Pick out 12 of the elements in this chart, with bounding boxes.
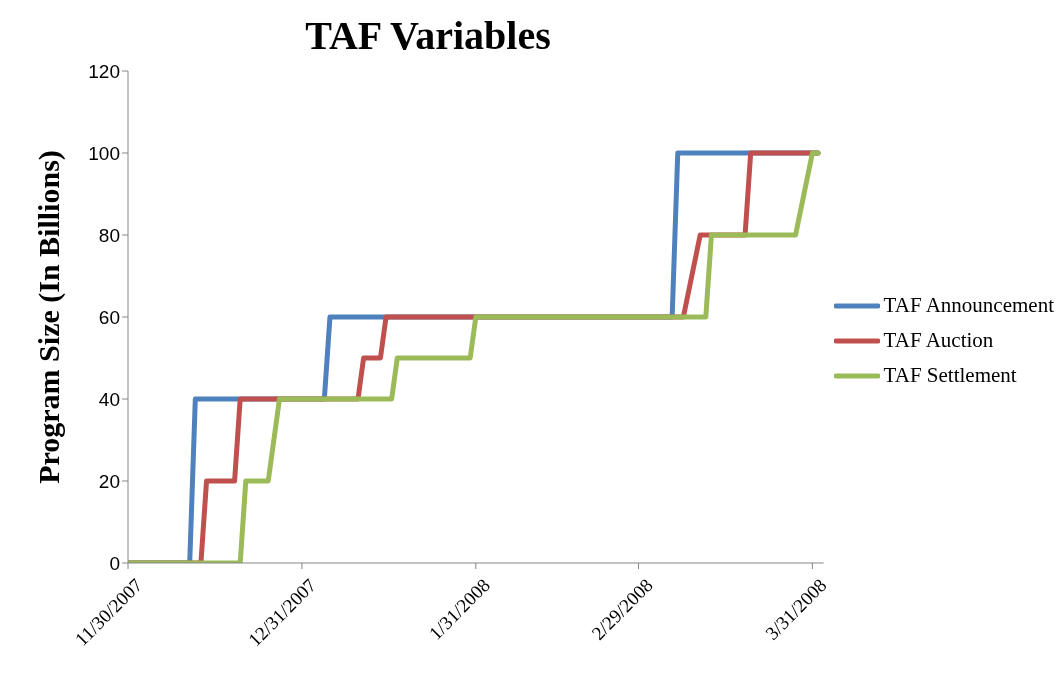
y-tick-label: 60 bbox=[98, 306, 120, 328]
legend-label: TAF Auction bbox=[883, 328, 994, 353]
y-tick-label: 100 bbox=[88, 142, 120, 164]
legend-label: TAF Announcement bbox=[883, 293, 1054, 318]
chart-title: TAF Variables bbox=[304, 12, 552, 59]
y-tick-label: 120 bbox=[88, 60, 120, 82]
y-tick-label: 40 bbox=[98, 388, 120, 410]
y-tick-label: 0 bbox=[109, 552, 120, 574]
y-tick-label: 20 bbox=[98, 470, 120, 492]
y-axis-title: Program Size (In Billions) bbox=[31, 150, 66, 484]
legend-label: TAF Settlement bbox=[883, 363, 1017, 388]
y-tick-label: 80 bbox=[98, 224, 120, 246]
